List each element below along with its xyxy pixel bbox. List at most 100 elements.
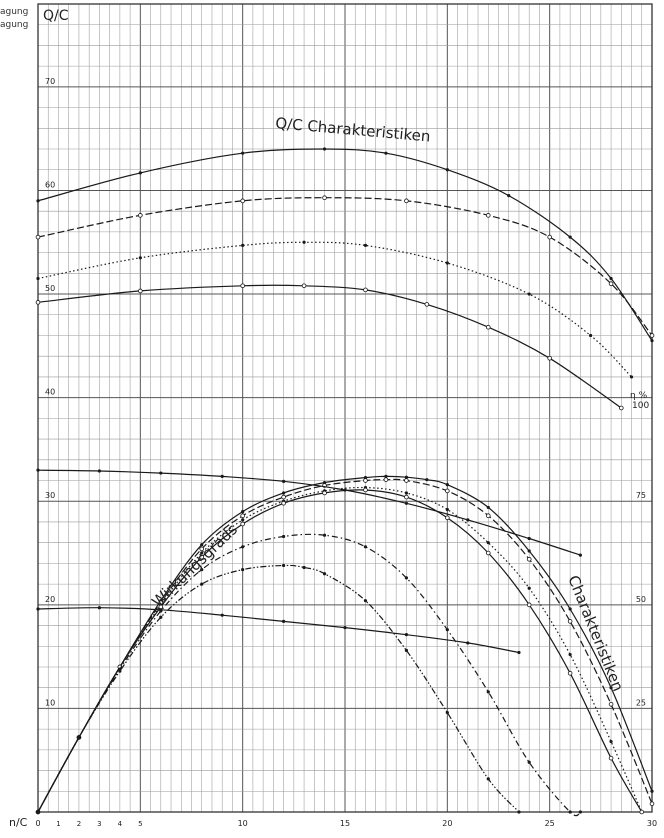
qc-series-point xyxy=(547,355,552,361)
efficiency-series-point xyxy=(568,607,572,611)
qc-series-point xyxy=(240,198,245,204)
right-axis-title-value: 100 xyxy=(632,401,649,411)
efficiency-series-line-5 xyxy=(37,533,581,817)
qc-series-point xyxy=(384,151,388,155)
qc-series-point xyxy=(629,375,634,379)
qc-series-point xyxy=(35,234,41,240)
qc-series-point xyxy=(322,195,327,201)
side-label-1: agung xyxy=(0,7,29,17)
qc-series-point xyxy=(363,287,368,293)
efficiency-series-point xyxy=(241,518,245,522)
efficiency-series-point xyxy=(383,477,389,482)
efficiency-series-line-6 xyxy=(37,564,520,813)
power-series-point xyxy=(527,536,531,541)
axes: Q/C n/C η % 100 0 1 2 3 4 5 10 15 20 25 30 10 20 30 40… xyxy=(9,8,657,829)
qc-series-line-2 xyxy=(37,197,653,336)
qc-series-point xyxy=(568,235,572,239)
x-tick-label: 10 xyxy=(238,819,248,828)
qc-series-point xyxy=(301,283,307,289)
qc-series-point xyxy=(138,256,142,260)
y-tick-label: 10 xyxy=(45,698,55,707)
efficiency-series-point xyxy=(608,701,614,707)
y-tick-label: 60 xyxy=(45,180,55,189)
efficiency-series-point xyxy=(404,478,409,483)
efficiency-series-point xyxy=(281,494,286,500)
power-series-point xyxy=(159,471,163,475)
qc-series-point xyxy=(589,333,593,338)
efficiency-series-point xyxy=(200,582,204,586)
qc-characteristics-label: Q/C Charakteristiken xyxy=(275,114,431,145)
efficiency-label: Wirkungsgrads xyxy=(148,520,241,611)
qc-series-point xyxy=(649,333,655,338)
efficiency-series-line-4 xyxy=(37,489,643,813)
qc-series-point xyxy=(36,276,40,281)
efficiency-series-point xyxy=(322,490,327,496)
qc-series-point xyxy=(527,292,531,296)
efficiency-series-point xyxy=(118,669,122,673)
efficiency-series-point xyxy=(36,810,40,814)
efficiency-series-point xyxy=(384,474,388,478)
efficiency-series-point xyxy=(425,478,429,482)
power-series-point xyxy=(36,607,40,611)
efficiency-series-point xyxy=(404,576,408,580)
qc-series-point xyxy=(302,240,306,244)
right-axis-title: η % xyxy=(630,391,648,401)
side-labels: agung agung xyxy=(0,6,28,32)
efficiency-series-point xyxy=(485,513,491,519)
plot-frame xyxy=(37,3,653,813)
efficiency-series-point xyxy=(485,550,491,556)
qc-series-point xyxy=(650,339,654,343)
efficiency-series-point xyxy=(302,565,306,570)
qc-series-point xyxy=(445,168,449,172)
power-series-point xyxy=(343,626,347,630)
qc-series-point xyxy=(609,276,613,281)
power-series-point xyxy=(404,633,408,637)
efficiency-series-point xyxy=(609,739,613,744)
qc-series-point xyxy=(424,302,430,307)
efficiency-series-point xyxy=(322,533,327,537)
efficiency-series-point xyxy=(486,690,490,694)
qc-series-point xyxy=(485,324,491,330)
efficiency-series-point xyxy=(567,619,573,624)
qc-series-point xyxy=(36,199,40,203)
power-series-point xyxy=(282,619,286,623)
efficiency-series-point xyxy=(567,670,573,676)
efficiency-series-point xyxy=(404,475,408,479)
x-tick-label: 0 xyxy=(35,819,40,828)
efficiency-series-point xyxy=(404,491,408,495)
qc-series-point xyxy=(507,194,511,198)
efficiency-series-point xyxy=(568,810,572,814)
qc-series-point xyxy=(618,405,624,411)
right-tick-label: 75 xyxy=(636,491,646,500)
y-tick-label: 30 xyxy=(45,491,55,500)
efficiency-series-point xyxy=(445,515,450,521)
power-series-point xyxy=(466,518,470,522)
efficiency-series-point xyxy=(240,521,245,527)
efficiency-series-point xyxy=(404,648,408,653)
qc-series-point xyxy=(322,147,327,151)
efficiency-series-point xyxy=(363,487,368,493)
qc-series-point xyxy=(547,234,552,240)
efficiency-series-point xyxy=(578,810,582,814)
efficiency-series-point xyxy=(199,546,205,552)
x-tick-label: 30 xyxy=(647,819,657,828)
grid xyxy=(37,3,653,813)
efficiency-series-point xyxy=(282,563,286,568)
qc-series-point xyxy=(485,213,491,218)
efficiency-series-point xyxy=(159,615,163,619)
efficiency-series-point xyxy=(526,556,532,562)
efficiency-series-point xyxy=(241,545,245,549)
qc-series-point xyxy=(138,171,142,175)
qc-series-point xyxy=(35,300,41,305)
efficiency-series-point xyxy=(608,755,614,761)
efficiency-series-point xyxy=(649,801,655,807)
efficiency-series-point xyxy=(517,810,521,814)
efficiency-series-point xyxy=(404,494,409,500)
efficiency-series-point xyxy=(322,572,327,576)
efficiency-series-point xyxy=(486,541,490,545)
annotations: Q/C Charakteristiken Wirkungsgrads Chara… xyxy=(148,114,627,694)
efficiency-series-point xyxy=(639,809,645,815)
series-layer xyxy=(35,147,655,817)
power-series-point xyxy=(517,650,521,655)
